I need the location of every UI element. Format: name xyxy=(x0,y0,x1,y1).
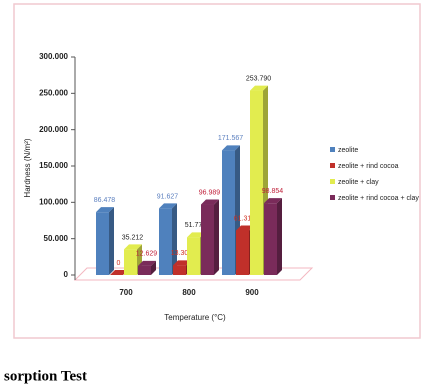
value-label: 253.790 xyxy=(246,75,271,82)
legend-label: zeolite + rind cocoa + clay xyxy=(338,195,419,202)
value-label: 98.854 xyxy=(262,188,284,195)
bar xyxy=(222,150,235,275)
bar xyxy=(201,204,214,275)
y-tick-label: 0 xyxy=(64,270,69,279)
bar xyxy=(159,208,172,275)
legend-swatch xyxy=(330,147,335,152)
bar-top xyxy=(201,199,219,205)
value-label: 96.989 xyxy=(199,189,221,196)
bar-top xyxy=(250,85,268,91)
legend-label: zeolite xyxy=(338,147,358,154)
legend-label: zeolite + clay xyxy=(338,179,379,186)
value-label: 91.627 xyxy=(157,193,179,200)
bar xyxy=(187,237,200,275)
bar xyxy=(96,212,109,275)
y-tick-label: 300.000 xyxy=(39,52,68,61)
bar-top xyxy=(264,198,282,204)
bar-side xyxy=(277,198,282,275)
caption: sorption Test xyxy=(4,368,87,384)
y-tick-label: 50.000 xyxy=(44,234,69,243)
bar-top xyxy=(138,260,156,266)
y-tick-label: 100.000 xyxy=(39,197,68,206)
x-tick-label: 700 xyxy=(119,288,133,297)
y-tick-label: 200.000 xyxy=(39,125,68,134)
value-label: 171.567 xyxy=(218,135,243,142)
bar xyxy=(173,265,186,275)
bar xyxy=(138,265,151,275)
value-label: 35.212 xyxy=(122,234,144,241)
bar xyxy=(236,230,249,275)
value-label: 0 xyxy=(117,260,121,267)
value-label: 61.310 xyxy=(234,215,256,222)
bar-side xyxy=(151,260,156,275)
bar-top xyxy=(236,225,254,231)
chart-frame xyxy=(13,3,421,339)
bar xyxy=(124,249,137,275)
value-label: 86.478 xyxy=(94,197,116,204)
bar xyxy=(264,203,277,275)
y-tick-label: 250.000 xyxy=(39,88,68,97)
legend-swatch xyxy=(330,179,335,184)
bar-top xyxy=(187,232,205,238)
x-axis-title: Temperature (°C) xyxy=(164,313,226,322)
bar-top xyxy=(222,145,240,151)
legend-swatch xyxy=(330,163,335,168)
legend-label: zeolite + rind cocoa xyxy=(338,163,399,170)
y-axis-title: Hardness (N/m²) xyxy=(23,138,32,197)
bar-top xyxy=(159,203,177,209)
x-tick-label: 800 xyxy=(182,288,196,297)
y-tick-label: 150.000 xyxy=(39,161,68,170)
bar-side xyxy=(109,207,114,275)
value-label: 51.778 xyxy=(185,222,207,229)
value-label: 12.629 xyxy=(136,251,158,258)
bar-top xyxy=(96,207,114,213)
bar-side xyxy=(172,203,177,275)
bar-side xyxy=(214,199,219,275)
bar-top xyxy=(173,260,191,266)
legend-swatch xyxy=(330,195,335,200)
bar-top xyxy=(124,244,142,250)
bar xyxy=(250,90,263,275)
x-tick-label: 900 xyxy=(245,288,259,297)
bar-top xyxy=(110,270,128,275)
value-label: 13.305 xyxy=(171,250,193,257)
